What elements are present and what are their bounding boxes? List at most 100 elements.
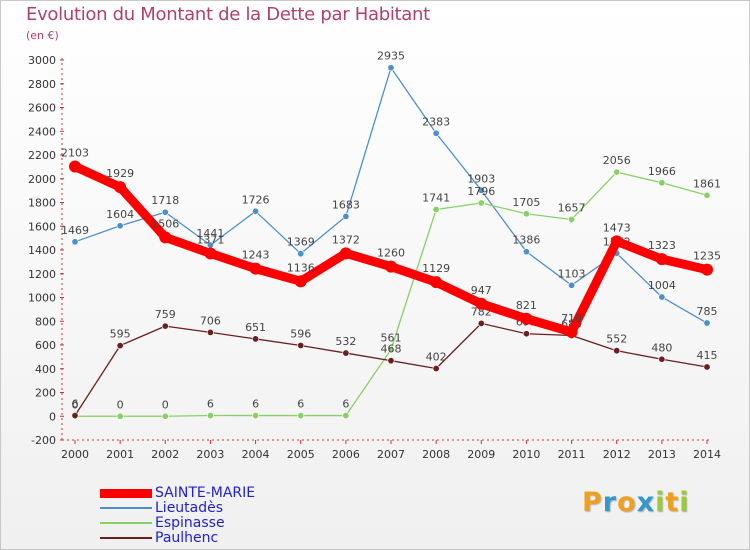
data-point [387, 64, 395, 72]
proxiti-logo: Proxiti [582, 487, 690, 518]
data-point [342, 412, 350, 420]
chart-title: Evolution du Montant de la Dette par Hab… [26, 4, 430, 25]
legend-swatch [100, 522, 152, 524]
data-label: 532 [335, 335, 356, 348]
data-point [114, 181, 127, 194]
logo-letter: t [665, 487, 680, 518]
data-label: 0 [117, 398, 124, 411]
data-label: 1235 [693, 250, 721, 263]
data-point [297, 250, 305, 258]
data-label: 651 [245, 321, 266, 334]
legend-swatch [100, 507, 152, 509]
x-tick-label: 2001 [106, 448, 134, 461]
y-tick-label: -200 [31, 434, 56, 447]
logo-letter: P [582, 487, 603, 518]
data-label: 2103 [61, 147, 89, 160]
x-tick-label: 2003 [196, 448, 224, 461]
y-tick-label: 1000 [28, 292, 56, 305]
y-tick-label: 800 [35, 315, 56, 328]
data-point [342, 349, 350, 357]
data-label: 1796 [467, 185, 495, 198]
data-point [477, 186, 485, 194]
series-line [74, 171, 708, 417]
data-label: 1323 [648, 239, 676, 252]
x-tick-label: 2008 [422, 448, 450, 461]
data-label: 1136 [287, 261, 315, 274]
legend-label: Paulhenc [155, 530, 219, 546]
data-point [297, 412, 305, 420]
data-label: 1469 [61, 224, 89, 237]
y-tick-label: 600 [35, 339, 56, 352]
data-label: 710 [561, 312, 582, 325]
data-point [703, 191, 711, 199]
data-label: 706 [200, 314, 221, 327]
data-label: 595 [110, 328, 131, 341]
logo-letter: x [636, 487, 656, 518]
data-point [71, 412, 79, 420]
data-point [703, 363, 711, 371]
data-point [294, 275, 307, 288]
data-label: 1369 [287, 236, 315, 249]
data-point [432, 365, 440, 373]
data-label: 561 [381, 332, 402, 345]
data-point [297, 341, 305, 349]
data-point [430, 276, 443, 289]
data-point [69, 160, 81, 173]
legend-swatch [100, 537, 152, 539]
x-tick-label: 2012 [603, 448, 631, 461]
data-label: 6 [252, 398, 259, 411]
y-tick-label: 3000 [28, 54, 56, 67]
data-point [568, 215, 576, 223]
data-point [116, 222, 124, 230]
data-point [252, 207, 260, 215]
data-label: 1683 [332, 198, 360, 211]
data-point [161, 322, 169, 330]
data-point [161, 208, 169, 216]
y-tick-label: 1600 [28, 220, 56, 233]
chart-subtitle: (en €) [26, 29, 59, 42]
data-point [565, 325, 578, 338]
data-point [206, 328, 214, 336]
x-tick-label: 2011 [558, 448, 586, 461]
y-tick-label: 2200 [28, 149, 56, 162]
data-label: 1903 [467, 172, 495, 185]
x-tick-label: 2014 [693, 448, 721, 461]
data-point [252, 335, 260, 343]
data-label: 6 [342, 398, 349, 411]
data-point [204, 247, 217, 260]
data-label: 1741 [422, 192, 450, 205]
data-point [206, 412, 214, 420]
x-tick-label: 2009 [467, 448, 495, 461]
x-tick-label: 2002 [151, 448, 179, 461]
data-label: 785 [697, 305, 718, 318]
data-label: 1129 [422, 262, 450, 275]
y-tick-label: 0 [49, 410, 56, 423]
data-point [703, 319, 711, 327]
data-point [342, 212, 350, 220]
data-label: 1372 [332, 233, 360, 246]
data-label: 1441 [196, 227, 224, 240]
data-label: 415 [697, 349, 718, 362]
data-point [522, 330, 530, 338]
x-tick-label: 2007 [377, 448, 405, 461]
y-tick-label: 1200 [28, 268, 56, 281]
data-point [339, 247, 352, 260]
data-point [161, 412, 169, 420]
data-point [522, 210, 530, 218]
data-label: 0 [162, 398, 169, 411]
x-tick-label: 2000 [61, 448, 89, 461]
data-point [387, 346, 395, 354]
data-label: 1726 [242, 193, 270, 206]
data-label: 1718 [151, 194, 179, 207]
data-point [159, 231, 172, 244]
data-label: 1004 [648, 279, 676, 292]
data-label: 552 [606, 333, 627, 346]
data-point [701, 263, 713, 276]
x-tick-label: 2006 [332, 448, 360, 461]
y-tick-label: 2600 [28, 102, 56, 115]
data-label: 1243 [242, 249, 270, 262]
data-label: 1966 [648, 165, 676, 178]
data-label: 1371 [196, 233, 224, 246]
data-point [432, 129, 440, 137]
